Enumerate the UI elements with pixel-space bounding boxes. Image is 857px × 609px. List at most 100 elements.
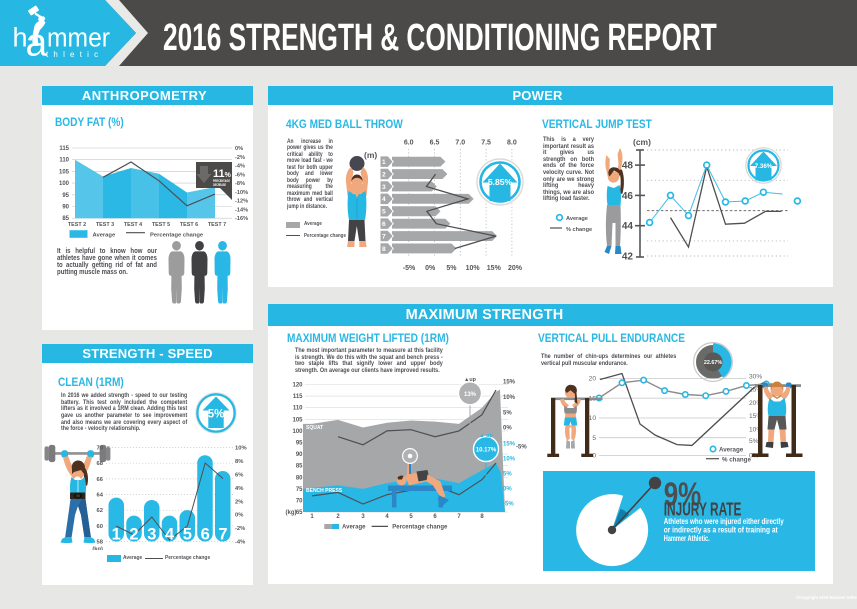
svg-text:75: 75 bbox=[296, 487, 303, 493]
svg-text:7: 7 bbox=[457, 514, 461, 520]
svg-text:10%: 10% bbox=[235, 446, 247, 452]
svg-text:15%: 15% bbox=[503, 442, 516, 448]
svg-text:7: 7 bbox=[218, 526, 227, 544]
svg-text:INJURY RATE: INJURY RATE bbox=[664, 500, 742, 520]
svg-text:95: 95 bbox=[296, 441, 303, 447]
svg-text:105: 105 bbox=[292, 417, 303, 423]
svg-text:▲ up: ▲ up bbox=[479, 433, 493, 439]
svg-text:-5%: -5% bbox=[503, 502, 514, 508]
svg-text:5%: 5% bbox=[208, 409, 225, 421]
svg-text:(kg): (kg) bbox=[286, 510, 297, 516]
svg-text:5: 5 bbox=[592, 435, 596, 442]
svg-text:0%: 0% bbox=[503, 426, 512, 432]
svg-text:mmer: mmer bbox=[47, 23, 110, 53]
svg-text:0%: 0% bbox=[235, 513, 243, 519]
svg-text:70: 70 bbox=[296, 499, 303, 505]
svg-text:15%: 15% bbox=[749, 413, 762, 420]
svg-text:-8%: -8% bbox=[235, 181, 245, 187]
svg-text:7.36%: 7.36% bbox=[755, 163, 773, 170]
svg-text:5%: 5% bbox=[503, 410, 512, 416]
svg-text:6.0: 6.0 bbox=[404, 140, 414, 147]
svg-text:-2%: -2% bbox=[235, 526, 245, 532]
svg-text:100: 100 bbox=[59, 181, 70, 187]
svg-text:1: 1 bbox=[310, 514, 314, 520]
svg-text:20%: 20% bbox=[508, 265, 523, 272]
svg-text:5: 5 bbox=[382, 209, 386, 216]
svg-text:-2%: -2% bbox=[235, 155, 245, 161]
svg-text:3: 3 bbox=[147, 526, 156, 544]
svg-text:1: 1 bbox=[112, 526, 121, 544]
svg-text:-12%: -12% bbox=[235, 199, 248, 205]
svg-text:Hammer Athletic.: Hammer Athletic. bbox=[664, 534, 710, 543]
svg-text:(kg): (kg) bbox=[92, 547, 103, 551]
svg-text:Average: Average bbox=[93, 233, 116, 239]
svg-text:95: 95 bbox=[62, 193, 69, 199]
svg-text:-14%: -14% bbox=[235, 207, 248, 213]
svg-text:Percentage change: Percentage change bbox=[392, 525, 448, 531]
svg-text:TEST 3: TEST 3 bbox=[96, 222, 114, 228]
svg-text:% change: % change bbox=[722, 456, 751, 463]
svg-text:TEST 6: TEST 6 bbox=[180, 222, 198, 228]
svg-text:-10%: -10% bbox=[235, 190, 248, 196]
svg-text:58: 58 bbox=[97, 540, 104, 546]
svg-text:2: 2 bbox=[129, 526, 138, 544]
svg-text:42: 42 bbox=[622, 252, 634, 263]
svg-text:TEST 2: TEST 2 bbox=[68, 222, 86, 228]
svg-text:70: 70 bbox=[97, 446, 103, 452]
svg-text:65: 65 bbox=[296, 510, 303, 516]
svg-text:5.85%: 5.85% bbox=[488, 177, 513, 187]
svg-text:▲up: ▲up bbox=[464, 377, 477, 383]
svg-text:20%: 20% bbox=[749, 400, 762, 407]
svg-text:20: 20 bbox=[589, 376, 597, 383]
svg-text:48: 48 bbox=[622, 161, 634, 172]
svg-text:7.0: 7.0 bbox=[455, 140, 465, 147]
svg-text:6: 6 bbox=[201, 526, 210, 544]
svg-text:9%: 9% bbox=[664, 476, 702, 513]
svg-text:BENCH PRESS: BENCH PRESS bbox=[306, 488, 343, 494]
svg-text:100: 100 bbox=[292, 429, 303, 435]
svg-text:Average: Average bbox=[719, 447, 744, 454]
svg-text:0: 0 bbox=[592, 453, 596, 460]
svg-text:6%: 6% bbox=[235, 473, 243, 479]
svg-text:5%: 5% bbox=[749, 438, 759, 445]
svg-text:120: 120 bbox=[292, 383, 303, 389]
svg-text:Percentage change: Percentage change bbox=[150, 233, 204, 239]
svg-text:-5%: -5% bbox=[516, 444, 527, 450]
svg-text:22.67%: 22.67% bbox=[704, 360, 722, 366]
svg-text:15%: 15% bbox=[487, 265, 502, 272]
svg-text:115: 115 bbox=[293, 394, 303, 400]
svg-text:0%: 0% bbox=[503, 487, 512, 493]
svg-text:Average: Average bbox=[566, 216, 588, 222]
svg-text:-4%: -4% bbox=[235, 540, 245, 546]
svg-text:TEST 7: TEST 7 bbox=[208, 222, 226, 228]
svg-text:3: 3 bbox=[382, 184, 386, 191]
svg-text:10%: 10% bbox=[466, 265, 481, 272]
svg-text:2: 2 bbox=[336, 514, 340, 520]
svg-text:85: 85 bbox=[62, 216, 69, 222]
svg-text:6.5: 6.5 bbox=[430, 140, 440, 147]
svg-text:68: 68 bbox=[97, 461, 104, 467]
svg-text:5%: 5% bbox=[503, 472, 512, 478]
svg-text:thletic: thletic bbox=[46, 50, 103, 59]
svg-text:or indirectly as a result of t: or indirectly as a result of training at bbox=[664, 525, 778, 534]
svg-text:% change: % change bbox=[566, 227, 592, 233]
svg-text:-5%: -5% bbox=[403, 265, 416, 272]
svg-text:4: 4 bbox=[165, 526, 175, 544]
svg-text:DECREASE: DECREASE bbox=[213, 183, 227, 187]
svg-text:10%: 10% bbox=[503, 395, 516, 401]
svg-text:7: 7 bbox=[382, 233, 386, 240]
svg-text:6: 6 bbox=[382, 221, 386, 228]
svg-text:TEST 4: TEST 4 bbox=[124, 222, 142, 228]
svg-text:2%: 2% bbox=[235, 499, 243, 505]
svg-text:8%: 8% bbox=[235, 459, 243, 465]
svg-text:64: 64 bbox=[97, 493, 104, 499]
svg-text:8: 8 bbox=[480, 514, 484, 520]
svg-text:60: 60 bbox=[97, 524, 103, 530]
svg-text:90: 90 bbox=[296, 452, 303, 458]
svg-text:105: 105 bbox=[59, 169, 70, 175]
svg-text:Average: Average bbox=[342, 525, 366, 531]
svg-text:46: 46 bbox=[622, 191, 634, 202]
svg-text:13%: 13% bbox=[464, 392, 477, 398]
svg-text:10%: 10% bbox=[503, 457, 516, 463]
svg-text:4%: 4% bbox=[235, 486, 243, 492]
